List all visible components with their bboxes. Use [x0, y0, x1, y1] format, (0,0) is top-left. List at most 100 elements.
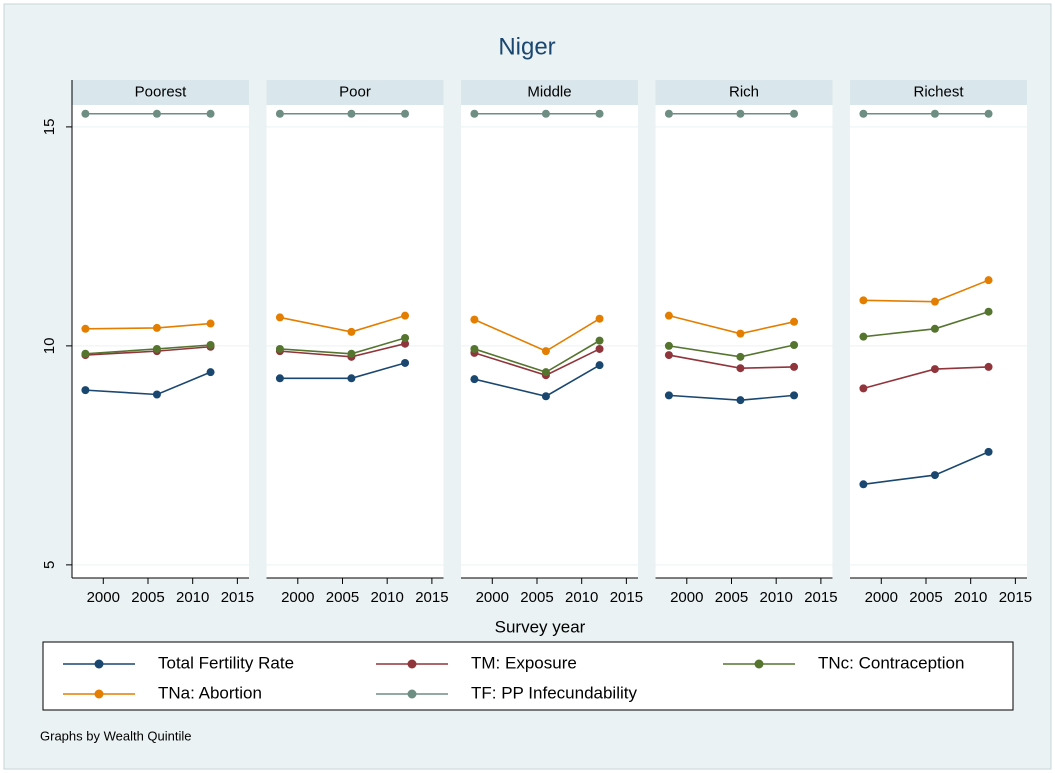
x-tick-label: 2015	[804, 589, 837, 606]
point	[736, 329, 745, 338]
point	[930, 297, 939, 306]
legend-label: TNc: Contraception	[818, 653, 964, 672]
y-tick-label: 10	[41, 338, 58, 355]
point	[401, 339, 410, 348]
point	[152, 109, 161, 118]
point	[664, 391, 673, 400]
x-tick-label: 2015	[999, 589, 1032, 606]
point	[275, 344, 284, 353]
x-tick-label: 2010	[370, 589, 403, 606]
legend-marker	[94, 659, 104, 669]
x-tick-label: 2010	[954, 589, 987, 606]
y-tick-label: 5	[41, 561, 58, 569]
panel-header	[266, 80, 444, 105]
panel-title: Rich	[729, 83, 759, 100]
point	[470, 109, 479, 118]
x-tick-label: 2005	[131, 589, 164, 606]
point	[541, 109, 550, 118]
x-tick-label: 2005	[520, 589, 553, 606]
point	[401, 358, 410, 367]
point	[347, 349, 356, 358]
point	[541, 347, 550, 356]
x-tick-label: 2000	[87, 589, 120, 606]
point	[790, 109, 799, 118]
point	[81, 349, 90, 358]
point	[736, 396, 745, 405]
point	[206, 109, 215, 118]
legend	[42, 641, 1014, 711]
point	[859, 296, 868, 305]
point	[984, 447, 993, 456]
point	[81, 324, 90, 333]
point	[401, 333, 410, 342]
point	[736, 352, 745, 361]
point	[470, 375, 479, 384]
x-tick-label: 2000	[476, 589, 509, 606]
point	[664, 341, 673, 350]
legend-label: TM: Exposure	[471, 653, 577, 672]
point	[984, 276, 993, 285]
point	[859, 480, 868, 489]
chart-title: Niger	[498, 33, 555, 60]
point	[984, 307, 993, 316]
point	[347, 374, 356, 383]
legend-marker	[407, 659, 417, 669]
x-tick-label: 2005	[326, 589, 359, 606]
point	[984, 109, 993, 118]
x-tick-label: 2010	[759, 589, 792, 606]
panel-background	[850, 105, 1027, 578]
point	[595, 361, 604, 370]
panel-title: Middle	[527, 83, 571, 100]
point	[859, 332, 868, 341]
point	[206, 341, 215, 350]
x-tick-label: 2005	[909, 589, 942, 606]
note: Graphs by Wealth Quintile	[40, 728, 192, 743]
point	[401, 311, 410, 320]
point	[595, 336, 604, 345]
point	[275, 374, 284, 383]
point	[859, 384, 868, 393]
point	[930, 109, 939, 118]
point	[664, 311, 673, 320]
point	[152, 323, 161, 332]
point	[81, 109, 90, 118]
x-axis-label: Survey year	[495, 617, 586, 636]
point	[275, 313, 284, 322]
panel-header	[655, 80, 833, 105]
panel-header	[72, 80, 249, 105]
panel-background	[266, 105, 444, 578]
point	[859, 109, 868, 118]
panel-background	[655, 105, 833, 578]
point	[930, 324, 939, 333]
point	[736, 364, 745, 373]
x-tick-label: 2015	[221, 589, 254, 606]
point	[470, 315, 479, 324]
panel-title: Poorest	[135, 83, 188, 100]
point	[984, 362, 993, 371]
point	[790, 341, 799, 350]
point	[347, 327, 356, 336]
point	[790, 317, 799, 326]
panel-title: Poor	[339, 83, 371, 100]
point	[736, 109, 745, 118]
point	[664, 109, 673, 118]
panel-header	[850, 80, 1027, 105]
point	[664, 351, 673, 360]
x-tick-label: 2010	[176, 589, 209, 606]
y-tick-label: 15	[41, 119, 58, 136]
point	[790, 391, 799, 400]
point	[470, 344, 479, 353]
point	[206, 368, 215, 377]
x-tick-label: 2005	[715, 589, 748, 606]
point	[152, 390, 161, 399]
point	[347, 109, 356, 118]
point	[541, 392, 550, 401]
point	[81, 386, 90, 395]
x-tick-label: 2000	[670, 589, 703, 606]
point	[275, 109, 284, 118]
point	[930, 365, 939, 374]
point	[930, 471, 939, 480]
x-tick-label: 2000	[281, 589, 314, 606]
x-tick-label: 2015	[610, 589, 643, 606]
